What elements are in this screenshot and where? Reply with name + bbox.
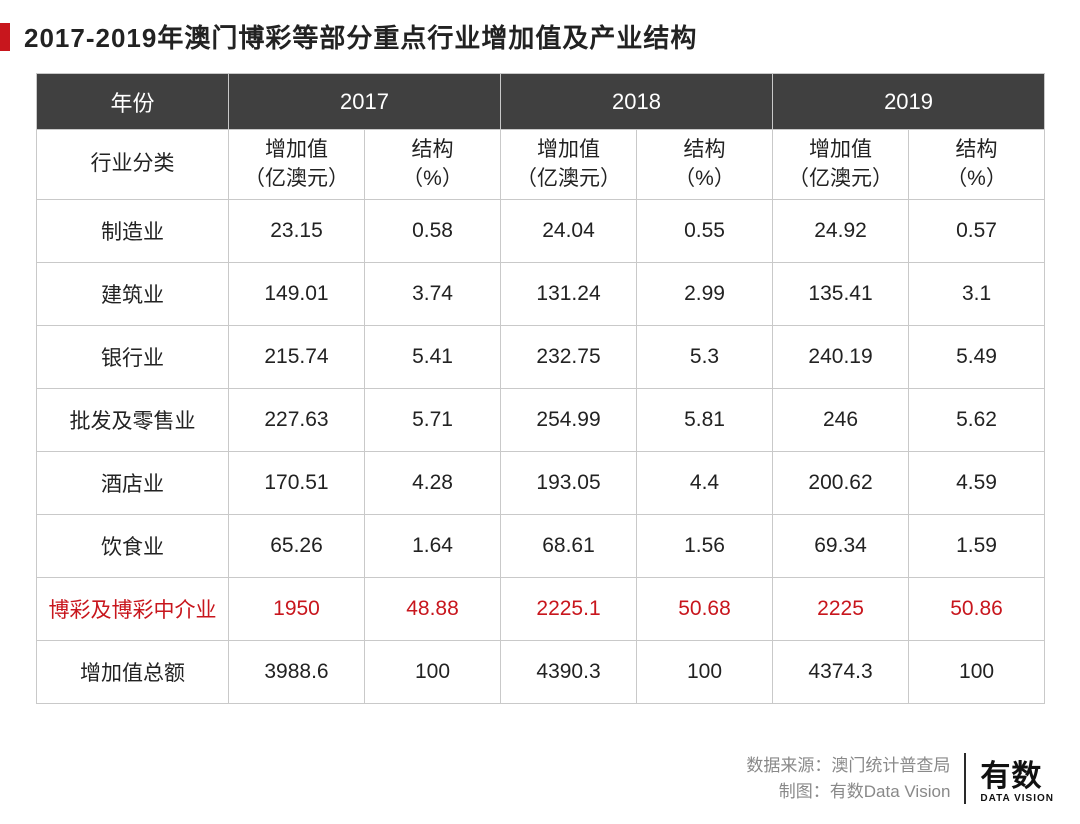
pct-cell: 5.71 [365, 389, 501, 452]
value-cell: 24.92 [773, 200, 909, 263]
value-cell: 135.41 [773, 263, 909, 326]
table-row: 批发及零售业227.635.71254.995.812465.62 [37, 389, 1045, 452]
year-header-label: 年份 [37, 74, 229, 130]
row-label-cell: 饮食业 [37, 515, 229, 578]
value-cell: 24.04 [501, 200, 637, 263]
pct-cell: 1.56 [637, 515, 773, 578]
table-year-header-row: 年份 2017 2018 2019 [37, 74, 1045, 130]
value-cell: 227.63 [229, 389, 365, 452]
pct-cell: 1.64 [365, 515, 501, 578]
logo: 有数 DATA VISION [980, 762, 1054, 804]
value-cell: 2225.1 [501, 578, 637, 641]
value-cell: 215.74 [229, 326, 365, 389]
table-row: 酒店业170.514.28193.054.4200.624.59 [37, 452, 1045, 515]
pct-cell: 0.55 [637, 200, 773, 263]
table-row: 制造业23.150.5824.040.5524.920.57 [37, 200, 1045, 263]
value-cell: 240.19 [773, 326, 909, 389]
value-cell: 200.62 [773, 452, 909, 515]
accent-bar [0, 23, 10, 51]
value-cell: 69.34 [773, 515, 909, 578]
table-row: 饮食业65.261.6468.611.5669.341.59 [37, 515, 1045, 578]
pct-cell: 50.68 [637, 578, 773, 641]
footer-credit: 制图：有数Data Vision [746, 779, 950, 805]
pct-cell: 5.3 [637, 326, 773, 389]
row-label-cell: 制造业 [37, 200, 229, 263]
value-cell: 193.05 [501, 452, 637, 515]
row-label-cell: 博彩及博彩中介业 [37, 578, 229, 641]
value-cell: 254.99 [501, 389, 637, 452]
value-cell: 3988.6 [229, 641, 365, 704]
pct-cell: 4.28 [365, 452, 501, 515]
sub-header-value: 增加值（亿澳元） [501, 130, 637, 200]
value-cell: 4390.3 [501, 641, 637, 704]
row-label-cell: 批发及零售业 [37, 389, 229, 452]
value-cell: 65.26 [229, 515, 365, 578]
value-cell: 68.61 [501, 515, 637, 578]
value-cell: 2225 [773, 578, 909, 641]
sub-header-pct: 结构（%） [637, 130, 773, 200]
industry-table: 年份 2017 2018 2019 行业分类 增加值（亿澳元） 结构（%） 增加… [36, 73, 1045, 704]
logo-cn: 有数 [980, 762, 1042, 792]
value-cell: 131.24 [501, 263, 637, 326]
pct-cell: 0.58 [365, 200, 501, 263]
row-label-cell: 酒店业 [37, 452, 229, 515]
title-bar: 2017-2019年澳门博彩等部分重点行业增加值及产业结构 [0, 0, 1080, 73]
pct-cell: 0.57 [909, 200, 1045, 263]
sub-header-pct: 结构（%） [909, 130, 1045, 200]
pct-cell: 100 [637, 641, 773, 704]
sub-header-value: 增加值（亿澳元） [773, 130, 909, 200]
value-cell: 170.51 [229, 452, 365, 515]
footer-credits: 数据来源：澳门统计普查局 制图：有数Data Vision [746, 753, 966, 804]
pct-cell: 3.1 [909, 263, 1045, 326]
sub-header-value: 增加值（亿澳元） [229, 130, 365, 200]
year-col-2017: 2017 [229, 74, 501, 130]
footer: 数据来源：澳门统计普查局 制图：有数Data Vision 有数 DATA VI… [746, 753, 1054, 804]
pct-cell: 5.62 [909, 389, 1045, 452]
value-cell: 246 [773, 389, 909, 452]
table-container: 年份 2017 2018 2019 行业分类 增加值（亿澳元） 结构（%） 增加… [0, 73, 1080, 704]
table-row: 增加值总额3988.61004390.31004374.3100 [37, 641, 1045, 704]
pct-cell: 5.41 [365, 326, 501, 389]
pct-cell: 4.4 [637, 452, 773, 515]
pct-cell: 3.74 [365, 263, 501, 326]
logo-en: DATA VISION [980, 794, 1054, 804]
table-row: 博彩及博彩中介业195048.882225.150.68222550.86 [37, 578, 1045, 641]
category-header-label: 行业分类 [37, 130, 229, 200]
table-row: 银行业215.745.41232.755.3240.195.49 [37, 326, 1045, 389]
pct-cell: 4.59 [909, 452, 1045, 515]
pct-cell: 2.99 [637, 263, 773, 326]
year-col-2018: 2018 [501, 74, 773, 130]
pct-cell: 5.49 [909, 326, 1045, 389]
page-title: 2017-2019年澳门博彩等部分重点行业增加值及产业结构 [24, 18, 697, 55]
value-cell: 4374.3 [773, 641, 909, 704]
sub-header-pct: 结构（%） [365, 130, 501, 200]
pct-cell: 100 [365, 641, 501, 704]
row-label-cell: 建筑业 [37, 263, 229, 326]
table-row: 建筑业149.013.74131.242.99135.413.1 [37, 263, 1045, 326]
value-cell: 149.01 [229, 263, 365, 326]
row-label-cell: 增加值总额 [37, 641, 229, 704]
pct-cell: 1.59 [909, 515, 1045, 578]
footer-source: 数据来源：澳门统计普查局 [746, 753, 950, 779]
value-cell: 232.75 [501, 326, 637, 389]
row-label-cell: 银行业 [37, 326, 229, 389]
pct-cell: 100 [909, 641, 1045, 704]
year-col-2019: 2019 [773, 74, 1045, 130]
pct-cell: 48.88 [365, 578, 501, 641]
pct-cell: 50.86 [909, 578, 1045, 641]
value-cell: 23.15 [229, 200, 365, 263]
pct-cell: 5.81 [637, 389, 773, 452]
table-sub-header-row: 行业分类 增加值（亿澳元） 结构（%） 增加值（亿澳元） 结构（%） 增加值（亿… [37, 130, 1045, 200]
value-cell: 1950 [229, 578, 365, 641]
